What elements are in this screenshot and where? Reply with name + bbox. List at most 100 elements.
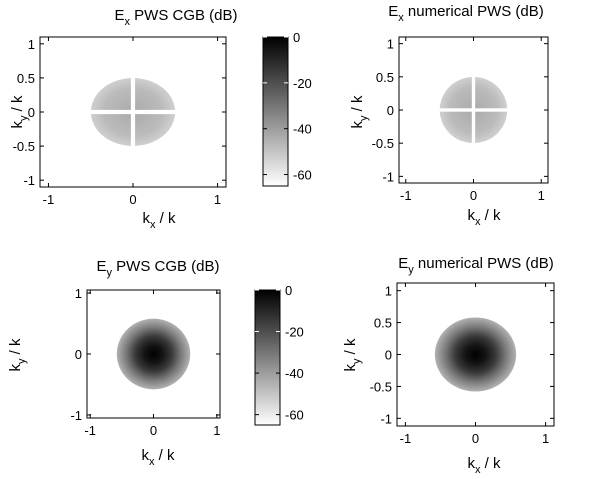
y-axis-label-subscript: y: [18, 115, 30, 121]
colorbar-tick-label: -60: [293, 168, 312, 183]
plot-title-rest: PWS CGB (dB): [112, 258, 220, 275]
null-horizontal: [439, 108, 508, 112]
y-axis-label-rest: / k: [349, 95, 366, 116]
subplot-2: -1 0 110.50-0.5-1Ex numerical PWS (dB)kx /…: [349, 3, 549, 228]
plot-title-main: E: [398, 255, 408, 272]
plot-title: Ey numerical PWS (dB): [398, 255, 554, 276]
field-spot: [116, 318, 191, 390]
y-tick-label: 1: [75, 286, 82, 301]
y-axis-label-main: k: [7, 364, 24, 372]
y-tick-label: -1: [382, 169, 394, 184]
plot-title-subscript: y: [107, 267, 113, 279]
colorbar-gradient: [254, 289, 281, 426]
x-axis-label-subscript: x: [475, 464, 481, 476]
field-spot: [434, 317, 517, 392]
y-tick-label: 0.5: [374, 316, 392, 331]
y-tick-label: -1: [70, 408, 82, 423]
y-axis-label-rest: / k: [342, 338, 359, 359]
plot-title-subscript: y: [408, 264, 414, 276]
y-tick-label: 0: [75, 347, 82, 362]
y-tick-label: 0.5: [17, 71, 35, 86]
plot-title-rest: PWS CGB (dB): [130, 7, 238, 24]
y-tick-label: -0.5: [372, 136, 394, 151]
null-horizontal: [90, 109, 176, 115]
y-axis-label-main: k: [342, 364, 359, 372]
plot-title-subscript: x: [398, 12, 404, 24]
x-tick-label: 0: [150, 423, 157, 438]
y-tick-label: -0.5: [370, 379, 392, 394]
x-tick-label: 1: [538, 188, 545, 203]
x-axis-label: kx / k: [142, 210, 176, 231]
x-axis-label-main: k: [467, 207, 475, 224]
y-axis-label-rest: / k: [7, 338, 24, 359]
y-axis-label: ky / k: [7, 338, 28, 372]
colorbar-tick-label: 0: [293, 30, 300, 45]
colorbar-tick-label: -20: [293, 76, 312, 91]
x-tick-label: 1: [542, 431, 549, 446]
y-tick-label: 1: [387, 37, 394, 52]
subplot-3: -1 0 110-1Ey PWS CGB (dB)kx / kky / k: [7, 258, 221, 468]
x-tick-label: 1: [213, 423, 220, 438]
x-tick-label: 0: [470, 188, 477, 203]
y-axis-label: ky / k: [9, 95, 30, 129]
x-axis-label: kx / k: [467, 455, 501, 476]
x-tick-label: 1: [214, 192, 221, 207]
x-axis-label-rest: / k: [155, 210, 176, 227]
colorbar-tick-label: 0: [285, 283, 292, 298]
x-axis-label-main: k: [141, 447, 149, 464]
colorbar-tick-label: -60: [285, 408, 304, 423]
plot-title: Ey PWS CGB (dB): [96, 258, 219, 279]
x-tick-label: 0: [472, 431, 479, 446]
y-axis-label-main: k: [9, 121, 26, 129]
y-tick-label: 0: [387, 103, 394, 118]
subplot-4: -1 0 110.50-0.5-1Ey numerical PWS (dB)kx /…: [342, 255, 555, 476]
y-axis-label: ky / k: [349, 95, 370, 129]
subplot-1: -1 0 110.50-0.5-1Ex PWS CGB (dB)kx / kky /…: [9, 7, 238, 231]
colorbar-tick-label: -40: [293, 122, 312, 137]
x-axis-label-rest: / k: [480, 207, 501, 224]
x-tick-label: -1: [84, 423, 96, 438]
x-axis-label-rest: / k: [154, 447, 175, 464]
x-axis-label-main: k: [142, 210, 150, 227]
y-tick-label: -1: [380, 411, 392, 426]
x-tick-label: -1: [400, 431, 412, 446]
x-axis-label-subscript: x: [150, 219, 156, 231]
y-tick-label: 0: [28, 105, 35, 120]
y-tick-label: -1: [23, 173, 35, 188]
x-axis-label-main: k: [467, 455, 475, 472]
x-tick-label: 0: [129, 192, 136, 207]
x-axis-label: kx / k: [467, 207, 501, 228]
plot-title-subscript: x: [125, 16, 131, 28]
plot-title: Ex PWS CGB (dB): [114, 7, 237, 28]
colorbar-tick-label: -20: [285, 325, 304, 340]
x-tick-label: -1: [400, 188, 412, 203]
y-axis-label-subscript: y: [351, 358, 363, 364]
y-axis-label-main: k: [349, 121, 366, 129]
y-tick-label: 1: [28, 37, 35, 52]
y-axis-label-subscript: y: [358, 115, 370, 121]
y-axis-label-subscript: y: [16, 358, 28, 364]
y-axis-label-rest: / k: [9, 95, 26, 116]
colorbar-gradient: [262, 36, 289, 187]
plot-title-rest: numerical PWS (dB): [414, 255, 554, 272]
lobe-group: [439, 76, 508, 144]
y-tick-label: 0: [385, 348, 392, 363]
colorbar-tick-label: -40: [285, 366, 304, 381]
y-tick-label: 1: [385, 284, 392, 299]
plot-title-main: E: [114, 7, 124, 24]
plot-title: Ex numerical PWS (dB): [388, 3, 544, 24]
plot-title-main: E: [388, 3, 398, 20]
x-tick-label: -1: [43, 192, 55, 207]
colorbar: 0 -20 -40 -60: [262, 30, 312, 187]
colorbar: 0 -20 -40 -60: [254, 283, 304, 426]
lobe-group: [90, 77, 176, 147]
plot-title-main: E: [96, 258, 106, 275]
x-axis-label-rest: / k: [480, 455, 501, 472]
y-axis-label: ky / k: [342, 338, 363, 372]
x-axis-label: kx / k: [141, 447, 175, 468]
x-axis-label-subscript: x: [149, 456, 155, 468]
x-axis-label-subscript: x: [475, 216, 481, 228]
plot-title-rest: numerical PWS (dB): [404, 3, 544, 20]
y-tick-label: -0.5: [13, 139, 35, 154]
